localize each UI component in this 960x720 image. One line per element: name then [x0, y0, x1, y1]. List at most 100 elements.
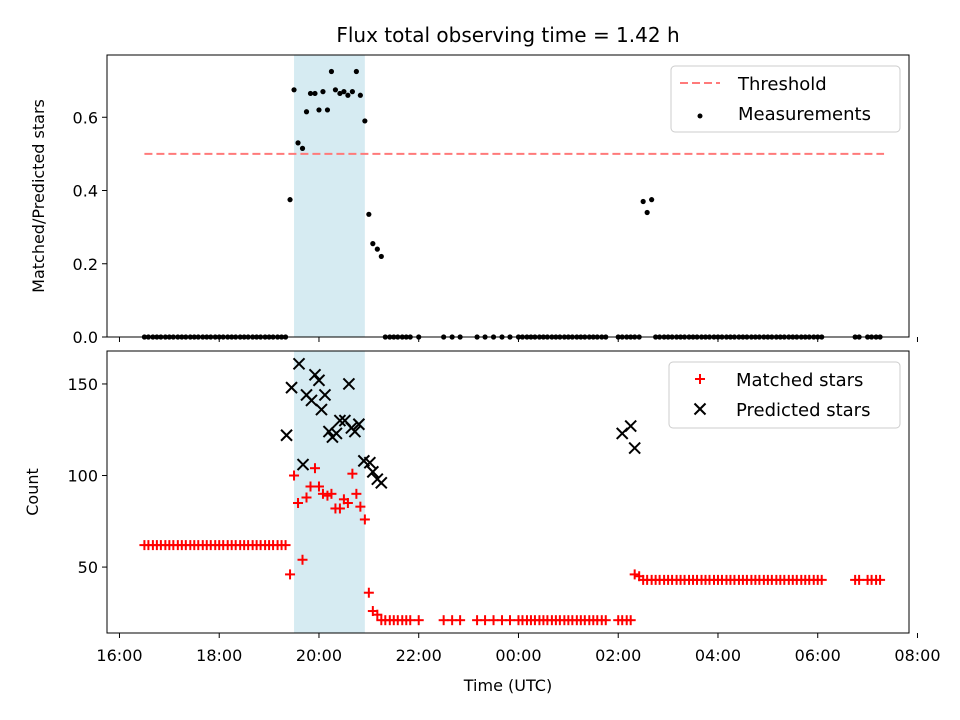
matched-star-point — [504, 615, 515, 626]
bottom-y-ticks: 50 100 150 — [67, 375, 107, 577]
matched-star-point — [309, 463, 320, 474]
x-tick-label: 04:00 — [695, 646, 741, 665]
y-tick-label: 100 — [67, 467, 98, 486]
measurement-point — [320, 89, 326, 95]
y-tick-label: 150 — [67, 375, 98, 394]
legend-matched-marker — [695, 374, 705, 384]
matched-star-point — [816, 574, 827, 585]
matched-star-point — [875, 574, 886, 585]
measurement-point — [337, 90, 343, 97]
matched-star-point — [305, 481, 316, 492]
matched-star-point — [363, 587, 374, 598]
measurement-point — [366, 211, 372, 217]
x-tick-label: 06:00 — [795, 646, 841, 665]
legend-predicted-marker — [693, 402, 707, 416]
matched-star-point — [317, 488, 328, 499]
top-y-ticks: 0.0 0.2 0.4 0.6 — [73, 108, 107, 347]
measurement-point — [362, 118, 368, 124]
predicted-star-point — [280, 429, 293, 442]
predicted-star-point — [342, 377, 356, 391]
legend-matched-swatch — [695, 374, 705, 384]
bottom-y-axis-label: Count — [23, 468, 42, 516]
measurement-point — [357, 92, 363, 98]
matched-star-point — [280, 540, 291, 551]
y-tick-label: 0.0 — [73, 328, 98, 347]
matched-star-point — [455, 615, 466, 626]
x-tick-label: 08:00 — [894, 646, 940, 665]
measurement-point — [644, 209, 650, 216]
matched-star-point — [297, 554, 308, 565]
matched-star-point — [285, 569, 296, 580]
x-axis-label: Time (UTC) — [463, 676, 552, 695]
predicted-star-point — [285, 381, 298, 394]
matched-star-point — [326, 488, 337, 499]
predicted-star-point — [333, 414, 347, 427]
measurement-point — [316, 107, 322, 113]
measurement-point — [341, 89, 347, 95]
matched-star-point — [438, 615, 449, 626]
observing-span-highlight — [294, 55, 365, 337]
y-tick-label: 0.6 — [73, 108, 98, 127]
y-tick-label: 50 — [78, 558, 98, 577]
matched-star-point — [351, 488, 362, 499]
x-tick-label: 00:00 — [495, 646, 541, 665]
measurement-point — [353, 68, 359, 75]
top-legend-box — [670, 65, 901, 133]
matched-star-point — [480, 615, 491, 626]
measurement-point — [307, 90, 314, 97]
predicted-star-point — [348, 425, 362, 438]
measurement-point — [374, 246, 380, 252]
measurement-point — [649, 197, 655, 203]
measurement-point — [303, 109, 310, 115]
matched-star-point — [629, 569, 640, 580]
top-legend: Threshold Measurements — [670, 65, 901, 133]
matched-star-point — [342, 497, 353, 508]
top-y-axis-label: Matched/Predicted stars — [29, 99, 48, 293]
x-tick-label: 22:00 — [396, 646, 442, 665]
predicted-star-point — [315, 403, 328, 416]
ratio-panel: 0.0 0.2 0.4 0.6 Flux total observing time =… — [29, 23, 918, 347]
legend-matched-label: Matched stars — [736, 370, 863, 391]
measurement-point — [312, 90, 318, 97]
matched-star-point — [313, 481, 324, 492]
predicted-star-point — [366, 465, 380, 479]
predicted-star-point — [312, 374, 326, 387]
top-x-ticks — [118, 337, 918, 342]
predicted-star-point — [624, 419, 637, 433]
matched-star-point — [854, 574, 865, 585]
predicted-star-point — [318, 388, 332, 402]
matched-stars-points — [139, 463, 886, 626]
matched-star-point — [413, 615, 424, 626]
legend-predicted-label: Predicted stars — [736, 400, 870, 421]
measurement-point — [295, 140, 301, 146]
matched-star-point — [359, 514, 370, 525]
matched-star-point — [293, 497, 304, 508]
matched-star-point — [488, 615, 499, 626]
measurement-point — [332, 87, 339, 93]
predicted-stars-points — [280, 357, 641, 490]
predicted-star-point — [628, 441, 641, 455]
predicted-star-point — [308, 368, 322, 382]
matched-star-point — [289, 470, 300, 481]
x-tick-label: 20:00 — [296, 646, 342, 665]
matched-star-point — [355, 501, 366, 512]
predicted-star-point — [292, 357, 306, 371]
matched-star-point — [334, 503, 345, 514]
bottom-legend-box — [668, 361, 901, 429]
measurement-point — [378, 253, 384, 260]
y-tick-label: 0.4 — [73, 182, 98, 201]
x-tick-label: 02:00 — [595, 646, 641, 665]
legend-measurements-label: Measurements — [738, 104, 871, 125]
x-tick-label: 18:00 — [196, 646, 242, 665]
predicted-star-point — [305, 394, 318, 407]
matched-star-point — [301, 492, 312, 503]
x-tick-label: 16:00 — [96, 646, 142, 665]
legend-predicted-swatch — [693, 402, 707, 416]
predicted-star-point — [352, 418, 366, 431]
measurement-point — [287, 197, 293, 203]
observing-span-highlight-bottom — [294, 351, 365, 633]
chart-title: Flux total observing time = 1.42 h — [336, 23, 679, 47]
count-panel: 16:00 18:00 20:00 22:00 00:00 02:00 04:00 06:00… — [23, 350, 941, 695]
predicted-star-point — [375, 476, 388, 490]
legend-measurements-swatch — [697, 113, 703, 119]
